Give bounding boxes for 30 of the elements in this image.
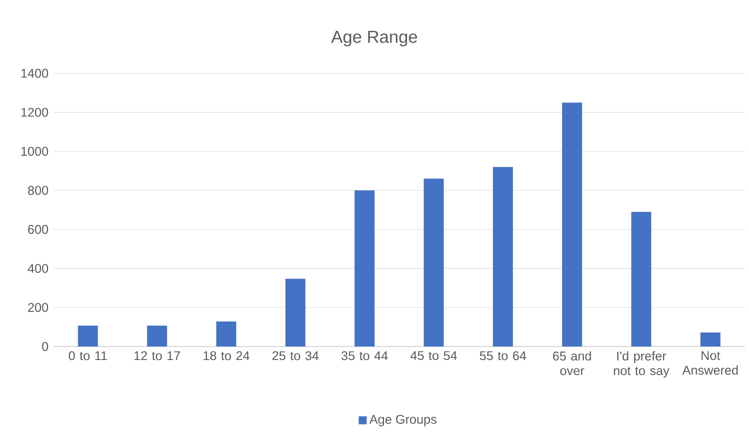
- x-tick-label: 0 to 11: [68, 351, 107, 360]
- x-tick-label: 18 to 24: [204, 351, 250, 360]
- bar: [631, 212, 652, 346]
- y-tick-label: 600: [28, 224, 48, 234]
- bar: [147, 326, 168, 346]
- x-tick-label: 65 and over: [553, 351, 591, 376]
- y-tick-label: 1400: [21, 68, 48, 78]
- x-tick-label: 25 to 34: [272, 351, 319, 360]
- y-tick-label: 200: [28, 302, 48, 312]
- x-tick-label: 45 to 54: [410, 351, 457, 360]
- bar: [424, 178, 444, 346]
- x-tick-label: I'd prefer not to say: [614, 351, 670, 378]
- x-tick-label: 35 to 44: [341, 351, 388, 360]
- x-tick-label: 12 to 17: [134, 351, 180, 360]
- y-tick-label: 1200: [21, 108, 48, 117]
- bar: [354, 190, 375, 346]
- x-tick-label: Not Answered: [682, 351, 738, 375]
- bar: [700, 332, 720, 346]
- bar: [216, 321, 236, 346]
- bar: [78, 326, 98, 346]
- y-tick-label: 1000: [21, 146, 48, 156]
- legend-label: Age Groups: [369, 414, 436, 426]
- chart-title: Age Range: [331, 30, 418, 46]
- bar: [492, 166, 513, 346]
- bar: [562, 102, 582, 346]
- y-tick-label: 800: [28, 186, 48, 195]
- bar: [285, 278, 306, 346]
- y-tick-label: 400: [28, 264, 48, 273]
- y-tick-label: 0: [42, 342, 48, 351]
- x-tick-label: 55 to 64: [480, 351, 526, 360]
